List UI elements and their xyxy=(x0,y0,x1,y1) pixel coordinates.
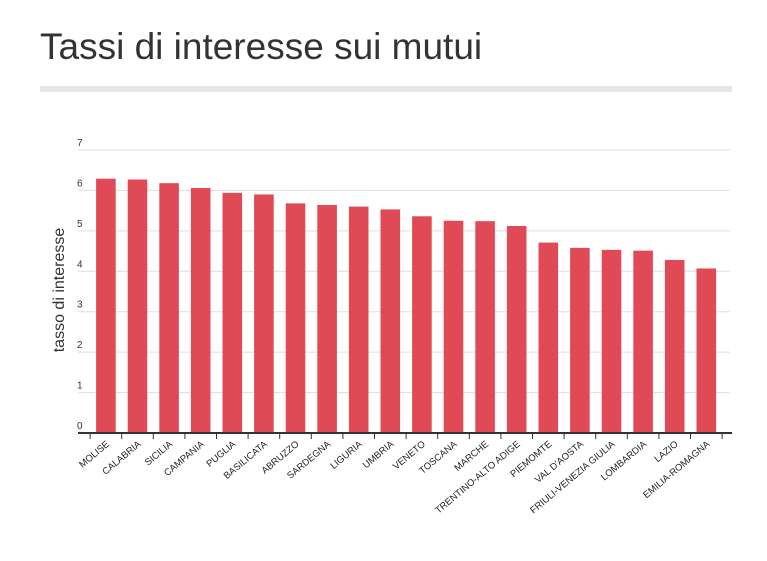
x-axis-ticks xyxy=(89,433,723,439)
y-axis-label: tasso di interesse xyxy=(51,228,68,353)
y-axis-ticks: 0 1 2 3 4 5 6 7 xyxy=(77,138,83,432)
y-tick-label: 2 xyxy=(77,340,83,351)
bar xyxy=(380,209,401,433)
y-tick-label: 5 xyxy=(77,219,83,230)
bar xyxy=(664,259,685,433)
y-tick-label: 1 xyxy=(77,381,83,392)
title-divider xyxy=(40,86,732,92)
bars xyxy=(96,178,717,433)
x-tick-label: LIGURIA xyxy=(328,438,365,471)
bar xyxy=(348,206,369,433)
bar xyxy=(96,178,116,433)
bar xyxy=(443,220,464,433)
bar xyxy=(412,216,432,433)
gridlines xyxy=(78,149,730,394)
bar xyxy=(601,249,622,433)
y-tick-label: 0 xyxy=(77,421,83,432)
bar xyxy=(633,250,653,433)
y-tick-label: 6 xyxy=(77,178,83,189)
bar xyxy=(538,242,559,433)
bar xyxy=(696,268,717,433)
x-tick-label: LAZIO xyxy=(653,439,681,465)
bar xyxy=(475,221,495,433)
bar xyxy=(317,204,337,433)
x-tick-label: UMBRIA xyxy=(361,438,397,471)
bar xyxy=(254,194,274,433)
bar xyxy=(190,188,211,433)
y-tick-label: 3 xyxy=(77,300,83,311)
bar xyxy=(506,226,527,433)
bar xyxy=(159,183,179,433)
y-tick-label: 4 xyxy=(77,259,83,270)
y-tick-label: 7 xyxy=(77,138,83,149)
bar xyxy=(285,203,306,433)
bar xyxy=(570,247,590,433)
chart-title: Tassi di interesse sui mutui xyxy=(40,26,483,67)
bar xyxy=(127,179,148,433)
bar xyxy=(222,192,243,433)
